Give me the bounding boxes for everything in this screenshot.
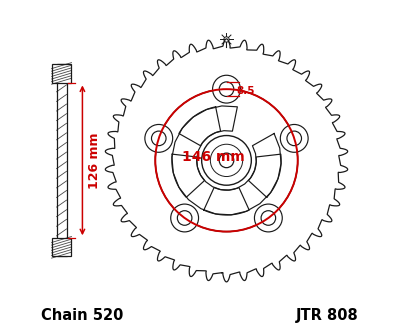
Circle shape	[212, 75, 240, 103]
Circle shape	[254, 204, 282, 232]
Circle shape	[219, 153, 234, 168]
Polygon shape	[248, 154, 281, 197]
Text: Chain 520: Chain 520	[41, 308, 123, 323]
Circle shape	[171, 204, 198, 232]
Circle shape	[280, 125, 308, 152]
Circle shape	[152, 131, 166, 146]
Polygon shape	[172, 154, 204, 197]
Circle shape	[155, 89, 298, 231]
Text: JTR 808: JTR 808	[296, 308, 359, 323]
Circle shape	[287, 131, 302, 146]
Polygon shape	[204, 187, 249, 215]
Circle shape	[145, 125, 173, 152]
Circle shape	[261, 211, 276, 225]
Text: 8.5: 8.5	[236, 86, 255, 96]
Polygon shape	[179, 107, 220, 146]
Circle shape	[219, 82, 234, 97]
Bar	[56, 64, 66, 257]
Text: 146 mm: 146 mm	[182, 150, 245, 164]
Bar	[52, 64, 72, 82]
Text: 126 mm: 126 mm	[88, 132, 101, 189]
Circle shape	[177, 211, 192, 225]
Bar	[52, 238, 72, 257]
Polygon shape	[172, 106, 281, 215]
Circle shape	[202, 136, 251, 185]
Polygon shape	[105, 39, 348, 282]
